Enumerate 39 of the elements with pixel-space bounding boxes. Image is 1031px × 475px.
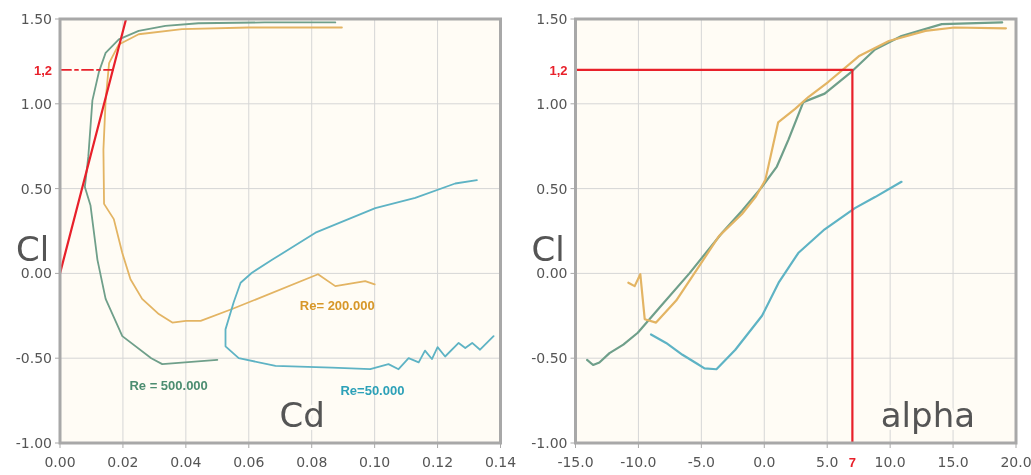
x-tick-label: 10.0 [874,454,906,470]
x-axis-title: Cd [279,395,325,435]
y-tick-label: -1.00 [15,435,52,451]
line-series [585,21,1004,367]
x-tick-label: 0.14 [484,454,517,470]
y-tick-label: 0.50 [20,180,52,197]
x-axis-title: alpha [880,395,976,435]
x-tick-label: 5.0 [816,454,839,470]
x-tick-label: 20.0 [1000,454,1031,470]
y-tick-label: -0.50 [15,350,52,367]
annotation: 1,2 [33,62,52,78]
y-tick-label: 0.50 [536,180,568,197]
line-series [649,180,903,371]
x-tick-label: 15.0 [937,454,969,470]
x-tick-label: 0.06 [233,454,265,470]
line-series [627,26,1008,324]
y-tick-label: -0.50 [531,350,568,367]
x-tick-label: 0.04 [170,454,202,470]
y-tick-label: 1.00 [20,95,52,112]
x-tick-label: 0.00 [44,454,76,470]
series-label: Re=50.000 [340,383,405,399]
series-label: Re= 200.000 [299,298,375,314]
x-tick-label: -10.0 [620,454,657,470]
line-series [224,179,495,371]
y-tick-label: 1.00 [536,95,568,112]
x-tick-label: 0.08 [296,454,328,470]
x-tick-label: 0.12 [421,454,454,470]
x-tick-label: 0.02 [107,454,139,470]
x-tick-label: -5.0 [687,454,716,470]
y-tick-label: 1.50 [20,11,52,27]
series-label: Re = 500.000 [129,378,208,394]
line-series [102,26,376,324]
x-tick-label: -15.0 [557,454,594,470]
y-tick-label: 1.50 [536,11,568,27]
y-tick-label: -1.00 [531,435,568,451]
x-tick-label: 0.10 [359,454,391,470]
x-tick-label: 0.0 [753,454,776,470]
annotation: 7 [848,455,856,470]
annotation: 1,2 [549,62,568,78]
